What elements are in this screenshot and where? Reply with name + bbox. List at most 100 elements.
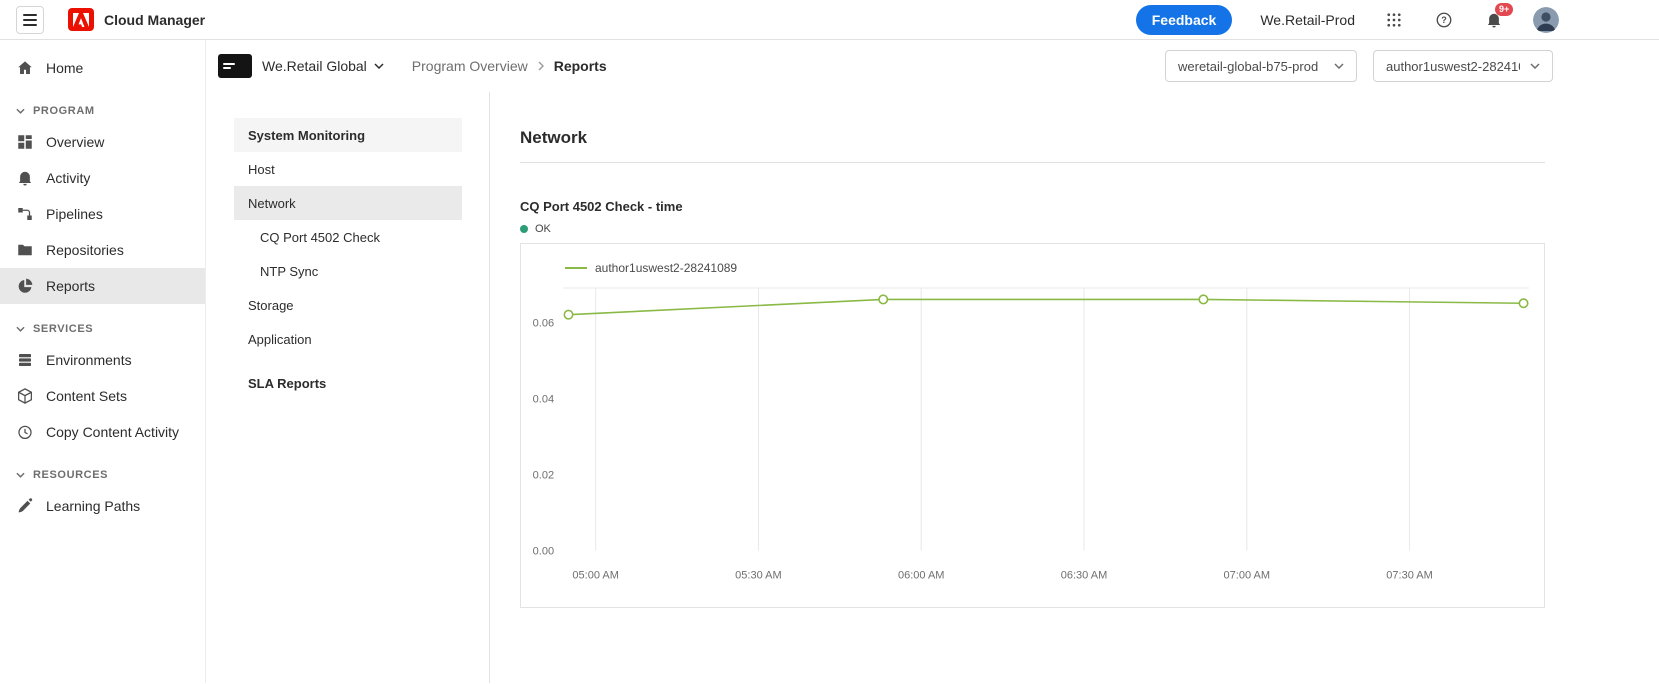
sidebar-item-label: Activity: [46, 170, 91, 186]
program-name: We.Retail Global: [262, 58, 367, 74]
grid-icon: [1387, 12, 1401, 27]
program-header: We.Retail Global Program Overview Report…: [206, 40, 1659, 92]
environment-selector[interactable]: weretail-global-b75-prod: [1165, 50, 1357, 82]
breadcrumb-current: Reports: [553, 58, 607, 74]
chevron-down-icon: [374, 63, 384, 69]
program-thumbnail: [218, 54, 252, 78]
svg-text:05:00 AM: 05:00 AM: [572, 570, 619, 582]
sidebar-item-repositories[interactable]: Repositories: [0, 232, 205, 268]
sidebar-item-label: Home: [46, 60, 84, 76]
subnav-label: Storage: [248, 297, 294, 313]
pen-icon: [18, 498, 33, 513]
subnav-label: System Monitoring: [248, 127, 366, 143]
overview-icon: [18, 135, 32, 149]
subnav-item-network[interactable]: Network: [234, 186, 462, 220]
status-ok-dot: [520, 225, 528, 233]
sidebar-item-pipelines[interactable]: Pipelines: [0, 196, 205, 232]
help-button[interactable]: ?: [1433, 9, 1455, 31]
sidebar-item-label: Pipelines: [46, 206, 103, 222]
help-icon: ?: [1436, 12, 1452, 27]
subnav-item-ntp-sync[interactable]: NTP Sync: [234, 254, 462, 288]
notifications-button[interactable]: 9+: [1483, 2, 1514, 31]
chevron-down-icon: [16, 108, 25, 114]
notification-badge: 9+: [1495, 2, 1514, 16]
chart-title: CQ Port 4502 Check - time: [520, 199, 683, 214]
pipelines-icon: [18, 208, 32, 220]
legend-label: author1uswest2-28241089: [595, 261, 738, 275]
sidebar-item-label: Copy Content Activity: [46, 424, 180, 440]
activity-icon: [18, 171, 32, 186]
program-switcher[interactable]: We.Retail Global: [262, 58, 384, 74]
sidebar-item-environments[interactable]: Environments: [0, 342, 205, 378]
subnav-label: SLA Reports: [248, 375, 327, 391]
sidebar-item-copy-content-activity[interactable]: Copy Content Activity: [0, 414, 205, 450]
subnav-item-system-monitoring[interactable]: System Monitoring: [234, 118, 462, 152]
sidebar-section-resources[interactable]: RESOURCES: [0, 462, 205, 488]
chevron-right-icon: [538, 61, 544, 71]
user-avatar[interactable]: [1533, 6, 1559, 33]
svg-text:0.02: 0.02: [533, 469, 554, 481]
svg-text:06:30 AM: 06:30 AM: [1061, 570, 1108, 582]
content-sets-icon: [17, 388, 33, 404]
sidebar-item-overview[interactable]: Overview: [0, 124, 205, 160]
repositories-icon: [18, 244, 32, 256]
sidebar-item-content-sets[interactable]: Content Sets: [0, 378, 205, 414]
network-chart-svg: 05:00 AM 05:30 AM 06:00 AM 06:30 AM 07:00 AM…: [533, 287, 1529, 582]
sidebar-section-program[interactable]: PROGRAM: [0, 98, 205, 124]
app-switcher-button[interactable]: [1383, 9, 1405, 31]
chevron-down-icon: [1530, 63, 1540, 69]
subnav-item-cq-port-4502-check[interactable]: CQ Port 4502 Check: [234, 220, 462, 254]
sidebar-section-label: RESOURCES: [33, 469, 109, 481]
content-body: System Monitoring Host Network CQ Port 4…: [206, 92, 1659, 683]
svg-text:?: ?: [1441, 15, 1447, 25]
subnav-item-application[interactable]: Application: [234, 322, 462, 356]
environments-icon: [19, 354, 31, 366]
svg-text:07:30 AM: 07:30 AM: [1386, 570, 1433, 582]
chevron-down-icon: [16, 472, 25, 478]
app-title: Cloud Manager: [104, 11, 206, 28]
reports-subnav: System Monitoring Host Network CQ Port 4…: [234, 118, 462, 683]
avatar-image: [1533, 6, 1559, 33]
topbar-right: Feedback We.Retail-Prod ? 9+: [1135, 2, 1559, 35]
sidebar-item-learning-paths[interactable]: Learning Paths: [0, 488, 205, 524]
svg-text:06:00 AM: 06:00 AM: [898, 570, 945, 582]
sidebar-item-activity[interactable]: Activity: [0, 160, 205, 196]
org-name[interactable]: We.Retail-Prod: [1260, 11, 1355, 28]
history-clock-icon: [18, 425, 32, 440]
svg-text:0.04: 0.04: [533, 393, 554, 405]
title-divider: [520, 162, 1545, 163]
svg-text:0.00: 0.00: [533, 546, 554, 558]
sidebar-item-label: Learning Paths: [46, 498, 141, 514]
hamburger-menu-button[interactable]: [16, 5, 44, 34]
subnav-item-sla-reports[interactable]: SLA Reports: [234, 366, 462, 400]
subnav-item-host[interactable]: Host: [234, 152, 462, 186]
svg-text:0.06: 0.06: [533, 317, 554, 329]
chart-legend: author1uswest2-28241089: [521, 258, 1544, 278]
sidebar-item-label: Repositories: [46, 242, 124, 258]
status-row: OK: [520, 223, 1545, 235]
chevron-down-icon: [16, 326, 25, 332]
subnav-label: CQ Port 4502 Check: [260, 229, 380, 245]
chevron-down-icon: [1334, 63, 1344, 69]
sidebar-item-label: Overview: [46, 134, 105, 150]
subnav-label: Network: [248, 195, 296, 211]
main-content: Network CQ Port 4502 Check - time OK aut…: [490, 92, 1659, 683]
svg-text:05:30 AM: 05:30 AM: [735, 570, 782, 582]
reports-icon: [18, 278, 33, 293]
subnav-item-storage[interactable]: Storage: [234, 288, 462, 322]
sidebar-item-reports[interactable]: Reports: [0, 268, 205, 304]
sidebar-item-home[interactable]: Home: [0, 50, 205, 86]
sidebar-section-services[interactable]: SERVICES: [0, 316, 205, 342]
chart-section: CQ Port 4502 Check - time OK author1uswe…: [520, 199, 1545, 608]
subnav-label: NTP Sync: [260, 263, 319, 279]
status-label: OK: [535, 223, 551, 235]
topbar: Cloud Manager Feedback We.Retail-Prod ? …: [0, 0, 1659, 40]
sidebar-item-label: Environments: [46, 352, 132, 368]
feedback-button[interactable]: Feedback: [1135, 4, 1233, 35]
adobe-logo-icon: [68, 8, 94, 31]
app-body: Home PROGRAM Overview Activity: [0, 40, 1659, 683]
sidebar-item-label: Content Sets: [46, 388, 127, 404]
sidebar: Home PROGRAM Overview Activity: [0, 40, 206, 683]
instance-selector[interactable]: author1uswest2-282410...: [1373, 50, 1553, 82]
breadcrumb-parent[interactable]: Program Overview: [411, 58, 528, 74]
